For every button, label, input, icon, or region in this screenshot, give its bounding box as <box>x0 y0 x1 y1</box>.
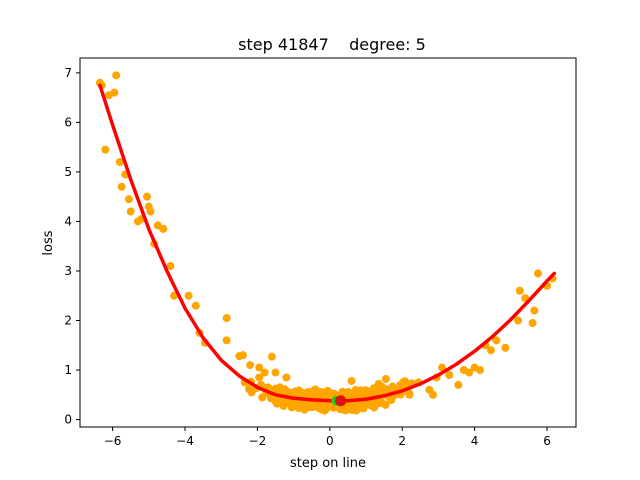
y-tick-label: 6 <box>64 115 72 129</box>
axes-frame <box>79 57 577 428</box>
scatter-point <box>159 224 168 233</box>
plot-area <box>95 71 557 415</box>
scatter-point <box>115 158 124 167</box>
x-tick-label: 4 <box>471 434 479 448</box>
scatter-cloud-point <box>323 387 332 396</box>
scatter-point <box>110 88 119 97</box>
scatter-point <box>126 207 135 216</box>
scatter-point <box>260 368 269 377</box>
scatter-point <box>515 286 524 295</box>
scatter-point <box>222 336 231 345</box>
scatter-point <box>405 390 414 399</box>
chart-title: step 41847 degree: 5 <box>238 35 426 54</box>
scatter-point <box>271 368 280 377</box>
scatter-cloud-point <box>345 404 354 413</box>
y-axis-label: loss <box>41 230 56 255</box>
y-tick-label: 0 <box>64 413 72 427</box>
scatter-point <box>438 363 447 372</box>
scatter-point <box>369 385 378 394</box>
scatter-point <box>124 195 133 204</box>
scatter-point <box>300 405 309 414</box>
scatter-cloud-point <box>270 395 279 404</box>
scatter-point <box>246 361 255 370</box>
y-tick-label: 4 <box>64 214 72 228</box>
scatter-point <box>222 314 231 323</box>
y-tick-label: 2 <box>64 314 72 328</box>
scatter-point <box>476 366 485 375</box>
scatter-point <box>267 352 276 361</box>
scatter-point <box>305 388 314 397</box>
scatter-point <box>533 269 542 278</box>
x-tick-label: 6 <box>543 434 551 448</box>
scatter-point <box>101 145 110 154</box>
scatter-point <box>282 373 291 382</box>
minimum-point-marker <box>335 395 347 407</box>
scatter-point <box>289 388 298 397</box>
y-tick-label: 7 <box>64 66 72 80</box>
y-tick-label: 1 <box>64 363 72 377</box>
scatter-point <box>492 336 501 345</box>
x-axis-ticks: −6 −4 −2 0 2 4 6 <box>104 427 551 448</box>
scatter-cloud-point <box>244 385 253 394</box>
scatter-point <box>238 351 247 360</box>
scatter-point <box>530 306 539 315</box>
scatter-point <box>117 182 126 191</box>
scatter-cloud-point <box>381 400 390 409</box>
scatter-points <box>95 71 557 414</box>
x-tick-label: 2 <box>398 434 406 448</box>
scatter-point <box>428 390 437 399</box>
scatter-point <box>445 370 454 379</box>
scatter-point <box>191 301 200 310</box>
scatter-point <box>528 318 537 327</box>
scatter-point <box>184 291 193 300</box>
scatter-point <box>486 346 495 355</box>
scatter-point <box>514 316 523 325</box>
y-tick-label: 5 <box>64 165 72 179</box>
scatter-point <box>146 207 155 216</box>
x-tick-label: 0 <box>326 434 334 448</box>
scatter-point <box>142 192 151 201</box>
y-tick-label: 3 <box>64 264 72 278</box>
scatter-point <box>112 71 121 80</box>
scatter-point <box>501 343 510 352</box>
y-axis-ticks: 0 1 2 3 4 5 6 7 <box>64 66 80 427</box>
x-tick-label: −4 <box>176 434 194 448</box>
scatter-point <box>374 379 383 388</box>
scatter-point <box>465 368 474 377</box>
x-tick-label: −2 <box>249 434 267 448</box>
scatter-point <box>396 380 405 389</box>
scatter-point <box>347 376 356 385</box>
scatter-point <box>454 380 463 389</box>
scatter-point <box>255 363 264 372</box>
scatter-cloud-point <box>288 400 297 409</box>
x-axis-label: step on line <box>290 456 366 471</box>
scatter-point <box>166 262 175 271</box>
scatter-cloud-point <box>370 402 379 411</box>
x-tick-label: −6 <box>104 434 122 448</box>
scatter-point <box>255 373 264 382</box>
scatter-point <box>381 374 390 383</box>
scatter-point <box>352 388 361 397</box>
